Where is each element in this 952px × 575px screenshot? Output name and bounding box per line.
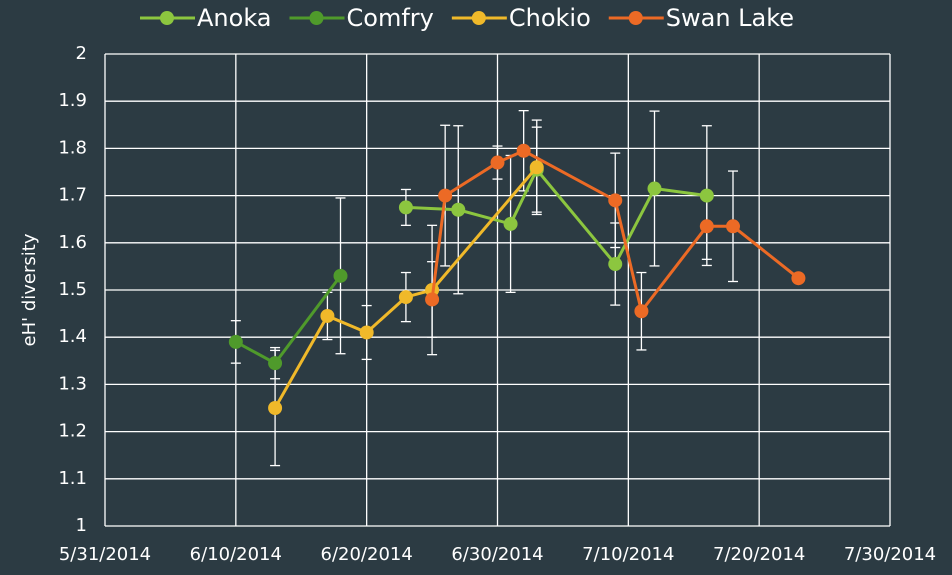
y-tick-label: 1: [76, 515, 87, 536]
y-tick-label: 1.9: [58, 90, 87, 111]
point: [516, 143, 531, 158]
x-tick-label: 5/31/2014: [59, 544, 151, 565]
point: [503, 216, 518, 231]
x-tick-label: 7/10/2014: [582, 544, 674, 565]
point: [529, 160, 544, 175]
legend-label: Chokio: [509, 4, 591, 32]
y-tick-label: 1.8: [58, 137, 87, 158]
y-tick-label: 2: [76, 43, 87, 64]
legend-marker: [160, 11, 174, 25]
point: [398, 200, 413, 215]
x-tick-label: 6/20/2014: [321, 544, 413, 565]
point: [425, 292, 440, 307]
y-tick-label: 1.2: [58, 421, 87, 442]
legend-label: Swan Lake: [666, 4, 794, 32]
y-tick-label: 1.3: [58, 373, 87, 394]
point: [359, 325, 374, 340]
point: [699, 188, 714, 203]
x-tick-label: 6/30/2014: [451, 544, 543, 565]
series-line: [405, 166, 708, 267]
point: [490, 155, 505, 170]
legend-marker: [309, 11, 324, 25]
x-tick-label: 7/20/2014: [713, 544, 805, 565]
series-line: [273, 166, 538, 409]
point: [791, 271, 806, 286]
point: [634, 304, 649, 319]
y-tick-label: 1.5: [58, 279, 87, 300]
y-tick-label: 1.6: [58, 232, 87, 253]
y-axis-label: eH' diversity: [19, 233, 40, 346]
point: [608, 193, 623, 208]
y-tick-label: 1.7: [58, 185, 87, 206]
point: [647, 181, 662, 196]
point: [726, 219, 740, 234]
legend-label: Comfry: [347, 4, 434, 32]
legend-label: Anoka: [197, 4, 272, 32]
point: [398, 290, 413, 305]
point: [699, 219, 714, 234]
point: [333, 268, 348, 283]
point: [608, 257, 623, 272]
y-tick-label: 1.4: [58, 326, 87, 347]
point: [438, 188, 453, 203]
point: [320, 308, 335, 323]
legend-marker: [628, 11, 643, 25]
point: [228, 334, 243, 349]
point: [451, 202, 466, 217]
x-tick-label: 7/30/2014: [844, 544, 936, 565]
x-tick-label: 6/10/2014: [190, 544, 282, 565]
legend-marker: [471, 11, 486, 25]
point: [268, 401, 283, 415]
point: [268, 356, 283, 371]
y-tick-label: 1.1: [58, 468, 87, 489]
